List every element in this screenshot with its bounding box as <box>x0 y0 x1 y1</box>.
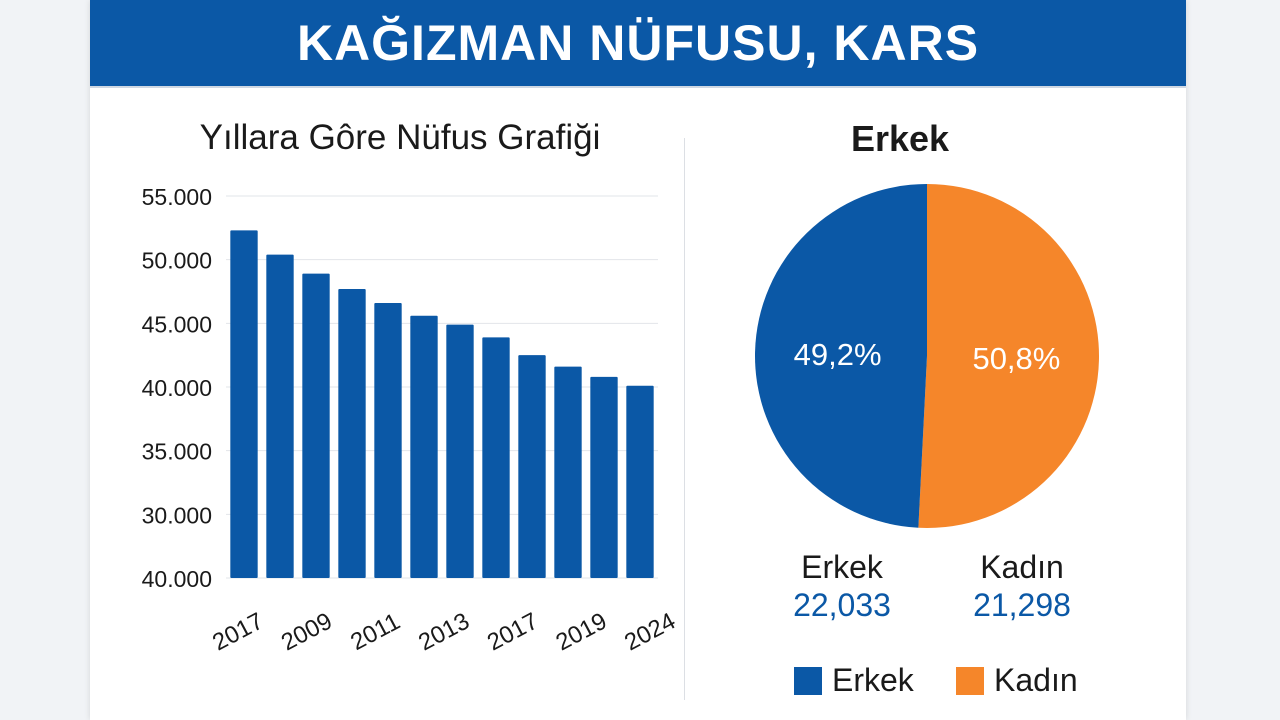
legend-label-male: Erkek <box>832 662 914 698</box>
y-tick-label: 35.000 <box>142 439 212 465</box>
pie-percent-label: 49,2% <box>794 337 882 372</box>
y-tick-label: 50.000 <box>142 248 212 274</box>
legend-swatch-female <box>956 666 984 695</box>
female-stat-value: 21,298 <box>973 587 1071 623</box>
male-stat-label: Erkek <box>801 549 883 585</box>
x-tick-label: 2024 <box>620 608 680 657</box>
legend-label-female: Kadın <box>994 662 1078 698</box>
pie-percent-label: 50,8% <box>972 341 1060 376</box>
x-tick-label: 2019 <box>552 608 612 657</box>
population-bar <box>446 324 474 578</box>
y-tick-label: 55.000 <box>142 184 212 210</box>
pie-chart-title: Erkek <box>850 118 950 159</box>
infographic-card: KAĞIZMAN NÜFUSU, KARS Yıllara Gôre Nüfus… <box>90 0 1186 720</box>
x-tick-label: 2017 <box>483 608 543 657</box>
page-title: KAĞIZMAN NÜFUSU, KARS <box>296 15 980 71</box>
male-stat-value: 22,033 <box>793 587 891 623</box>
male-stat: Erkek 22,033 <box>742 548 942 624</box>
y-tick-label: 40.000 <box>142 566 212 592</box>
population-bar <box>374 302 402 578</box>
population-bar <box>266 254 294 578</box>
legend-swatch-male <box>794 666 822 695</box>
y-tick-label: 30.000 <box>142 502 212 528</box>
x-tick-label: 2017 <box>208 608 268 657</box>
population-bar <box>626 385 654 578</box>
section-divider <box>684 138 685 700</box>
bar-chart-title: Yıllara Gôre Nüfus Grafiği <box>199 118 601 157</box>
legend-item-female: Kadın <box>956 662 1078 699</box>
y-tick-label: 40.000 <box>142 375 212 401</box>
female-stat-label: Kadın <box>980 549 1064 585</box>
population-bar <box>410 315 438 578</box>
population-bar <box>338 288 366 578</box>
population-bar <box>518 355 546 578</box>
header-banner: KAĞIZMAN NÜFUSU, KARS <box>90 0 1186 88</box>
x-tick-label: 2011 <box>346 608 404 656</box>
population-bar-chart: 55.000 50.000 45.000 40.000 35.000 30.000 40.0… <box>142 184 680 657</box>
x-tick-label: 2009 <box>277 608 337 657</box>
gender-pie-chart: 50,8% 49,2% <box>755 184 1100 528</box>
population-bar <box>482 337 510 578</box>
population-bar <box>302 273 330 578</box>
population-bar <box>230 230 258 578</box>
y-tick-label: 45.000 <box>142 311 212 337</box>
x-tick-label: 2013 <box>414 608 474 657</box>
population-bar <box>590 376 618 578</box>
female-stat: Kadın 21,298 <box>922 548 1122 624</box>
legend-item-male: Erkek <box>794 662 914 699</box>
pie-slice-erkek <box>755 184 927 528</box>
pie-slice-kadn <box>918 184 1100 528</box>
population-bar <box>554 366 582 578</box>
